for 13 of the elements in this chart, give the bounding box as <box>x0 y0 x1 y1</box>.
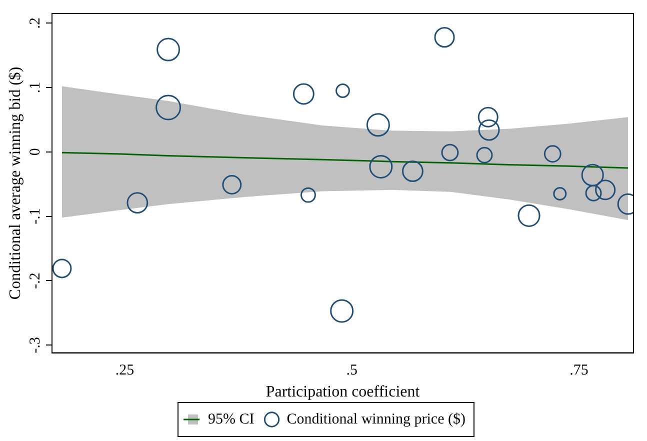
legend-label: 95% CI <box>208 411 254 428</box>
x-tick-label: .25 <box>115 362 134 379</box>
x-tick-label: .5 <box>346 362 358 379</box>
y-tick-label: -.3 <box>27 336 44 354</box>
y-axis-title: Conditional average winning bid ($) <box>6 66 24 300</box>
y-tick-label: .2 <box>27 18 44 29</box>
y-tick-label: -.1 <box>27 208 44 224</box>
y-tick-label: -.2 <box>27 272 44 289</box>
x-axis-title: Participation coefficient <box>266 384 420 401</box>
legend-label: Conditional winning price ($) <box>286 411 466 428</box>
y-tick-label: .1 <box>27 82 44 94</box>
y-tick-label: 0 <box>27 148 44 156</box>
x-tick-label: .75 <box>570 362 588 379</box>
